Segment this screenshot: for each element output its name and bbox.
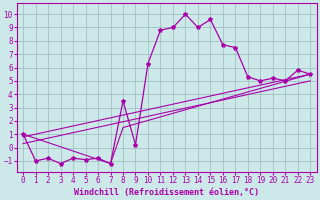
X-axis label: Windchill (Refroidissement éolien,°C): Windchill (Refroidissement éolien,°C): [74, 188, 259, 197]
